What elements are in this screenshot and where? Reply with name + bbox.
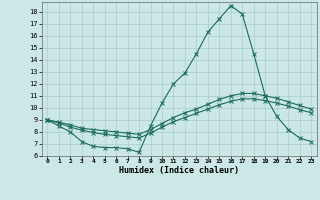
X-axis label: Humidex (Indice chaleur): Humidex (Indice chaleur) xyxy=(119,166,239,175)
